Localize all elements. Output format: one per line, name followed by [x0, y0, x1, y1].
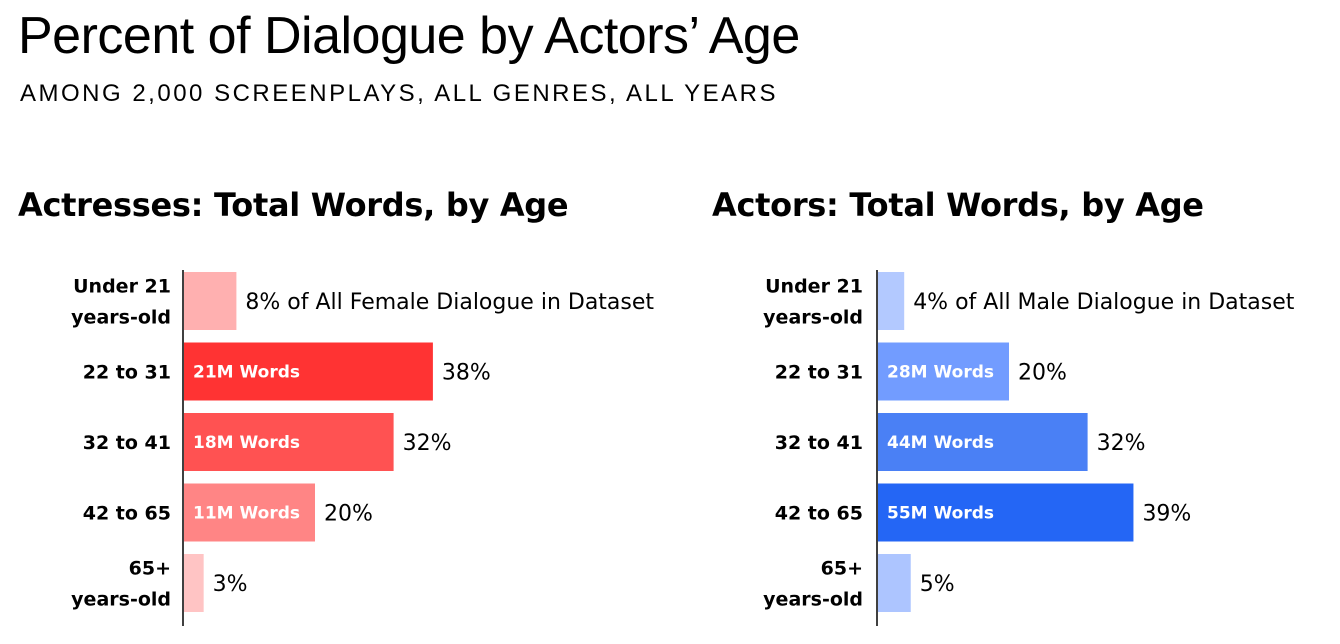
male-category-label: 32 to 41 [775, 432, 863, 454]
male-bar-inner-label: 55M Words [887, 504, 994, 524]
female-panel-title: Actresses: Total Words, by Age [18, 186, 569, 224]
female-value-label: 3% [213, 572, 248, 597]
female-bar-3 [184, 413, 394, 471]
female-value-label: 38% [442, 361, 491, 386]
female-bar-inner-label: 21M Words [193, 363, 300, 383]
male-category-label: 42 to 65 [775, 503, 863, 525]
male-category-label: years-old [763, 307, 863, 329]
female-bar-chart: Under 21 years-old 8% of All Female Dialog… [71, 270, 654, 626]
chart-title: Percent of Dialogue by Actors’ Age [18, 7, 800, 65]
female-category-label: years-old [71, 589, 171, 611]
male-value-label: 5% [920, 572, 955, 597]
male-bar-1 [878, 272, 905, 330]
male-bar-inner-label: 44M Words [887, 433, 994, 453]
male-category-label: 65+ [821, 558, 863, 580]
male-bar-3 [878, 413, 1088, 471]
male-bar-4 [878, 483, 1134, 542]
male-bar-inner-label: 28M Words [887, 363, 994, 383]
male-value-label: 4% of All Male Dialogue in Dataset [913, 290, 1295, 315]
female-value-label: 20% [324, 502, 373, 527]
female-value-label: 8% of All Female Dialogue in Dataset [245, 290, 654, 315]
female-category-label: 32 to 41 [83, 432, 171, 454]
female-category-label: Under 21 [73, 276, 171, 298]
male-category-label: 22 to 31 [775, 362, 863, 384]
female-category-label: 42 to 65 [83, 503, 171, 525]
female-bar-inner-label: 11M Words [193, 504, 300, 524]
female-category-label: 65+ [129, 558, 171, 580]
male-value-label: 20% [1018, 361, 1067, 386]
chart-subtitle: AMONG 2,000 SCREENPLAYS, ALL GENRES, ALL… [20, 80, 778, 107]
female-bar-5 [184, 554, 204, 612]
male-bar-5 [878, 554, 911, 612]
male-category-label: years-old [763, 589, 863, 611]
female-bar-1 [184, 272, 237, 330]
male-bar-2 [878, 342, 1009, 401]
female-bar-2 [184, 342, 433, 401]
male-panel-title: Actors: Total Words, by Age [712, 186, 1204, 224]
male-value-label: 32% [1097, 431, 1146, 456]
female-category-label: 22 to 31 [83, 362, 171, 384]
female-bar-4 [184, 483, 315, 542]
female-value-label: 32% [403, 431, 452, 456]
female-bar-inner-label: 18M Words [193, 433, 300, 453]
male-category-label: Under 21 [765, 276, 863, 298]
male-value-label: 39% [1142, 502, 1191, 527]
female-category-label: years-old [71, 307, 171, 329]
